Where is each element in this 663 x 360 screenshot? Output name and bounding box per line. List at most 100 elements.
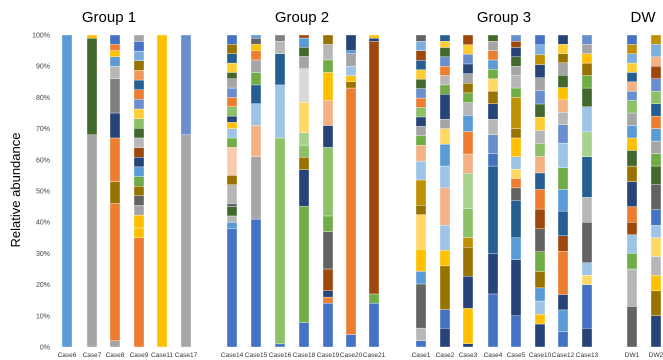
bar-segment	[534, 90, 546, 105]
bar-segment	[345, 75, 357, 82]
bar-segment	[462, 92, 474, 103]
bar-segment	[534, 228, 546, 252]
bar-case18	[298, 34, 310, 348]
bar-segment	[274, 84, 286, 139]
bar-segment	[626, 137, 638, 151]
bar-segment	[462, 63, 474, 74]
bar-segment	[462, 237, 474, 248]
bar-case7	[86, 34, 98, 348]
bar-segment	[626, 100, 638, 114]
bar-segment	[534, 143, 546, 157]
bar-segment	[298, 56, 310, 69]
bar-segment	[487, 41, 499, 51]
bar-dw1	[626, 34, 638, 348]
group-title: Group 1	[82, 9, 136, 26]
bar-segment	[534, 323, 546, 348]
x-tick-label: Case12	[552, 352, 575, 359]
bar-segment	[510, 56, 522, 67]
bar-segment	[415, 60, 427, 70]
bar-case10	[534, 34, 546, 348]
bar-segment	[133, 214, 145, 229]
x-tick-label: DW2	[649, 352, 663, 359]
bar-segment	[581, 87, 593, 107]
bar-segment	[274, 343, 286, 348]
bar-segment	[439, 165, 451, 189]
bar-segment	[534, 300, 546, 315]
x-tick-label: Case4	[484, 352, 503, 359]
bar-segment	[557, 210, 569, 236]
bar-segment	[462, 153, 474, 174]
bar-segment	[534, 116, 546, 131]
bar-segment	[226, 175, 238, 185]
bar-case9	[133, 34, 145, 348]
bar-segment	[462, 115, 474, 132]
bar-segment	[557, 112, 569, 125]
bar-segment	[557, 294, 569, 311]
bar-segment	[626, 165, 638, 182]
x-tick-label: Case5	[507, 352, 526, 359]
bar-segment	[322, 72, 334, 101]
y-tick-label: 100%	[32, 33, 50, 40]
bar-segment	[487, 165, 499, 254]
bar-segment	[462, 44, 474, 55]
bar-segment	[439, 34, 451, 42]
bar-segment	[415, 205, 427, 215]
bar-segment	[298, 206, 310, 323]
bar-segment	[180, 34, 192, 136]
x-tick-label: Case3	[459, 352, 478, 359]
bar-segment	[626, 206, 638, 223]
bar-segment	[226, 44, 238, 54]
bar-segment	[462, 102, 474, 116]
bar-segment	[368, 303, 380, 348]
bar-segment	[534, 77, 546, 92]
bar-segment	[650, 184, 662, 210]
bar-segment	[415, 135, 427, 146]
bar-segment	[368, 41, 380, 295]
bar-segment	[487, 50, 499, 61]
bar-segment	[415, 126, 427, 137]
bar-segment	[510, 156, 522, 170]
bar-segment	[250, 44, 262, 51]
bar-segment	[650, 209, 662, 226]
bar-segment	[226, 122, 238, 129]
bar-segment	[650, 315, 662, 348]
bar-segment	[510, 178, 522, 189]
bar-segment	[650, 115, 662, 129]
bar-segment	[133, 41, 145, 52]
bar-segment	[626, 62, 638, 73]
bar-segment	[415, 283, 427, 329]
bar-segment	[415, 214, 427, 250]
bar-segment	[650, 44, 662, 58]
x-tick-label: Case14	[221, 352, 244, 359]
bar-segment	[534, 156, 546, 174]
bar-segment	[250, 218, 262, 348]
bar-segment	[487, 78, 499, 92]
bar-segment	[650, 225, 662, 238]
bar-segment	[626, 81, 638, 92]
bar-segment	[626, 306, 638, 348]
bar-segment	[109, 203, 121, 341]
y-tick-label: 40%	[36, 220, 50, 227]
bar-segment	[510, 187, 522, 201]
bar-segment	[510, 137, 522, 157]
bar-segment	[439, 84, 451, 95]
bar-segment	[274, 53, 286, 86]
bar-segment	[226, 184, 238, 204]
bar-segment	[650, 153, 662, 167]
bar-case19	[322, 34, 334, 348]
bar-segment	[650, 165, 662, 185]
bar-case5	[510, 34, 522, 348]
bar-segment	[133, 99, 145, 110]
bar-segment	[86, 134, 98, 348]
bar-segment	[415, 88, 427, 99]
x-tick-label: Case8	[106, 352, 125, 359]
bar-segment	[581, 156, 593, 198]
bar-segment	[510, 87, 522, 98]
bar-segment	[415, 160, 427, 181]
bar-segment	[250, 34, 262, 39]
bar-segment	[650, 256, 662, 276]
bar-segment	[462, 247, 474, 277]
x-tick-label: Case6	[58, 352, 77, 359]
bar-segment	[462, 83, 474, 94]
bar-case14	[226, 34, 238, 348]
